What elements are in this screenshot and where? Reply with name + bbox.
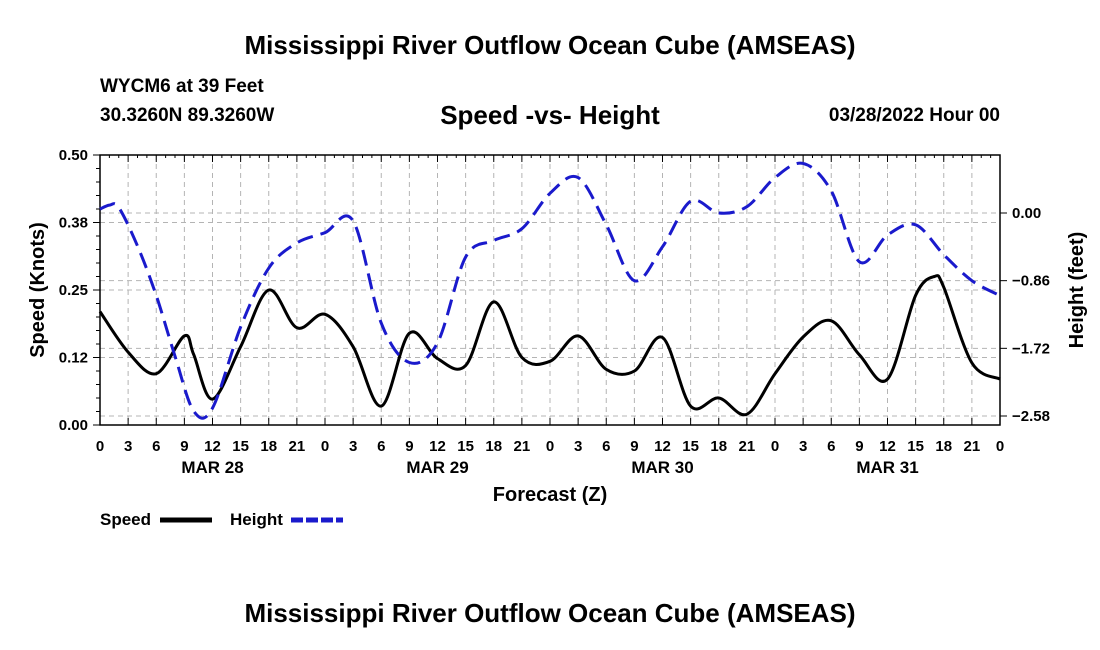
legend-speed-label: Speed	[100, 510, 151, 529]
x-tick-label: 15	[232, 438, 249, 455]
main-title: Mississippi River Outflow Ocean Cube (AM…	[244, 30, 856, 60]
x-tick-label: 6	[152, 438, 160, 455]
x-tick-label: 21	[964, 438, 981, 455]
x-tick-label: 0	[546, 438, 554, 455]
x-tick-label: 3	[349, 438, 357, 455]
x-tick-label: 21	[289, 438, 306, 455]
right-tick-label: −1.72	[1012, 340, 1050, 357]
axis-ticks	[93, 154, 1007, 426]
x-tick-label: 3	[124, 438, 132, 455]
x-tick-label: 6	[602, 438, 610, 455]
speed-series-line	[98, 274, 1001, 417]
x-tick-label: 12	[879, 438, 896, 455]
x-tick-label: 9	[855, 438, 863, 455]
x-axis-title: Forecast (Z)	[493, 484, 607, 506]
x-tick-label: 6	[377, 438, 385, 455]
legend: Speed Height	[100, 510, 343, 529]
left-tick-label: 0.12	[59, 350, 88, 367]
x-tick-label: 0	[321, 438, 329, 455]
height-series-line	[99, 161, 1001, 420]
day-labels: MAR 28 MAR 29 MAR 30 MAR 31	[181, 458, 918, 477]
day-label: MAR 31	[856, 458, 918, 477]
x-tick-label: 21	[514, 438, 531, 455]
x-tick-label: 15	[907, 438, 924, 455]
left-tick-label: 0.00	[59, 417, 88, 434]
right-tick-label: 0.00	[1012, 205, 1041, 222]
x-tick-label: 9	[405, 438, 413, 455]
series-lines	[98, 161, 1001, 420]
coordinates-label: 30.3260N 89.3260W	[100, 105, 275, 126]
x-tick-label: 18	[260, 438, 277, 455]
station-label: WYCM6 at 39 Feet	[100, 76, 264, 97]
x-tick-label: 6	[827, 438, 835, 455]
day-label: MAR 28	[181, 458, 243, 477]
x-tick-label: 0	[996, 438, 1004, 455]
forecast-datetime: 03/28/2022 Hour 00	[828, 105, 1000, 126]
x-tick-label: 3	[799, 438, 807, 455]
x-tick-label: 21	[739, 438, 756, 455]
x-tick-label: 12	[429, 438, 446, 455]
left-tick-labels: 0.00 0.12 0.25 0.38 0.50	[59, 147, 88, 434]
day-label: MAR 29	[406, 458, 468, 477]
left-axis-title: Speed (Knots)	[27, 222, 49, 358]
x-tick-label: 9	[630, 438, 638, 455]
x-tick-label: 3	[574, 438, 582, 455]
x-tick-label: 15	[682, 438, 699, 455]
chart-subtitle: Speed -vs- Height	[440, 100, 660, 130]
x-tick-label: 15	[457, 438, 474, 455]
x-tick-label: 12	[654, 438, 671, 455]
right-axis-title: Height (feet)	[1066, 232, 1088, 349]
right-tick-labels: −2.58 −1.72 −0.86 0.00	[1012, 205, 1050, 425]
left-tick-label: 0.38	[59, 215, 88, 232]
legend-height-label: Height	[230, 510, 283, 529]
right-tick-label: −0.86	[1012, 273, 1050, 290]
left-tick-label: 0.50	[59, 147, 88, 164]
left-tick-label: 0.25	[59, 282, 88, 299]
day-label: MAR 30	[631, 458, 693, 477]
grid	[100, 155, 1000, 425]
x-tick-label: 18	[710, 438, 727, 455]
x-tick-labels: 0 3 6 9 12 15 18 21 0 3 6 9 12 15 18 21 0 3 6 9 12 15 18 21 0 3 6 9…	[96, 438, 1004, 455]
x-tick-label: 0	[96, 438, 104, 455]
x-tick-label: 9	[180, 438, 188, 455]
right-tick-label: −2.58	[1012, 408, 1050, 425]
x-tick-label: 0	[771, 438, 779, 455]
x-tick-label: 18	[485, 438, 502, 455]
footer-title: Mississippi River Outflow Ocean Cube (AM…	[244, 598, 856, 628]
x-tick-label: 12	[204, 438, 221, 455]
x-tick-label: 18	[935, 438, 952, 455]
